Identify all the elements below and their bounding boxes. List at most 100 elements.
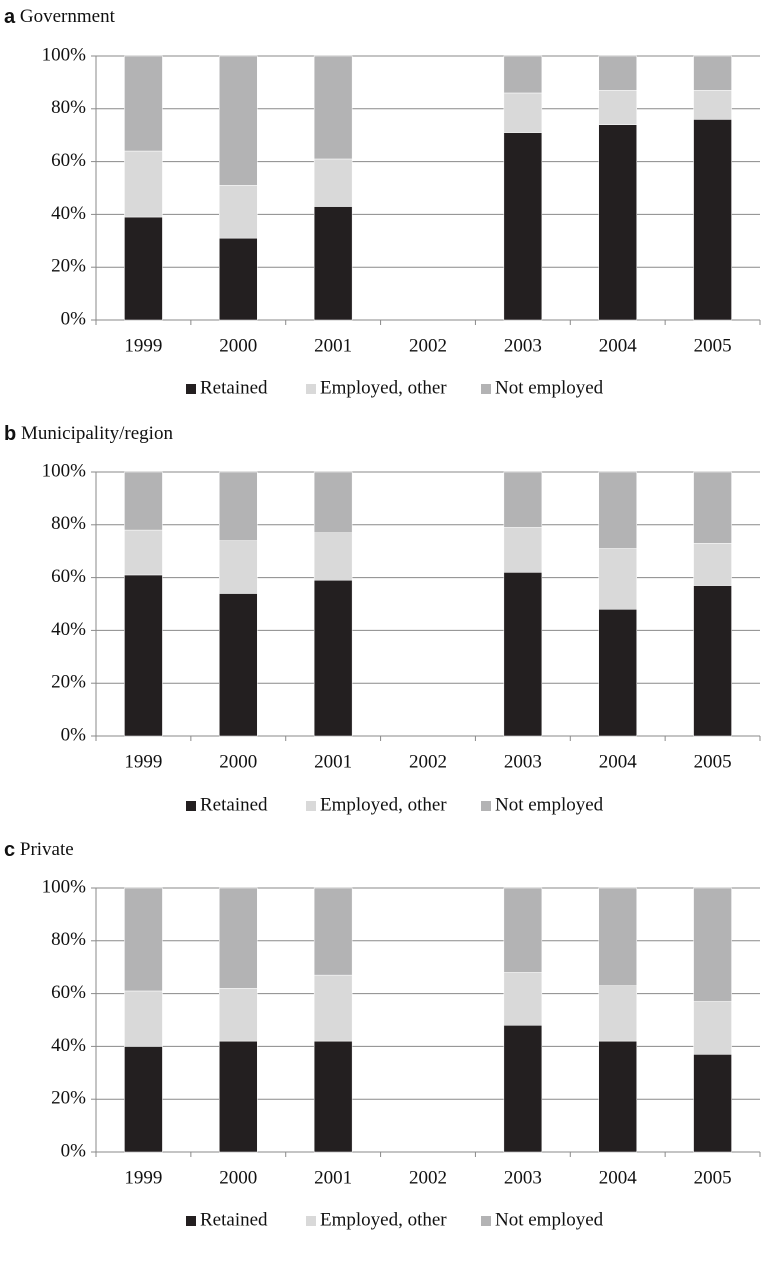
y-tick-label: 20% — [51, 256, 86, 277]
x-tick-label: 2005 — [694, 1167, 732, 1188]
legend-swatch — [186, 801, 196, 811]
x-tick-label: 2001 — [314, 751, 352, 772]
bar-segment — [693, 1001, 732, 1055]
y-tick-label: 100% — [42, 44, 87, 65]
y-tick-label: 20% — [51, 1088, 86, 1109]
legend-swatch — [306, 801, 316, 811]
bar-segment — [503, 972, 543, 1026]
bar-segment — [313, 1040, 353, 1153]
bar-segment — [124, 887, 163, 992]
bar-segment — [124, 990, 163, 1047]
bar-segment — [503, 1025, 543, 1153]
x-tick-label: 2003 — [504, 751, 542, 772]
bar-segment — [503, 572, 543, 737]
bar-segment — [219, 185, 258, 239]
bar-segment — [598, 985, 637, 1042]
bar-segment — [219, 1040, 258, 1153]
bar-segment — [313, 55, 353, 160]
legend-swatch — [186, 384, 196, 394]
y-tick-label: 40% — [51, 203, 86, 224]
x-tick-label: 2004 — [599, 1167, 638, 1188]
y-tick-label: 60% — [51, 150, 86, 171]
bar-segment — [598, 124, 637, 321]
y-tick-label: 40% — [51, 619, 86, 640]
y-tick-label: 60% — [51, 566, 86, 587]
chart-title: a Government — [4, 6, 116, 28]
bar-segment — [124, 574, 163, 737]
legend-swatch — [186, 1216, 196, 1226]
bar-segment — [693, 1054, 732, 1153]
legend-label: Not employed — [495, 794, 604, 815]
legend-label: Not employed — [495, 1209, 604, 1230]
bar-segment — [693, 90, 732, 120]
y-tick-label: 0% — [61, 308, 87, 329]
bar-segment — [313, 887, 353, 976]
bar-segment — [124, 1046, 163, 1153]
bar-segment — [219, 593, 258, 737]
legend-swatch — [481, 801, 491, 811]
y-tick-label: 80% — [51, 513, 86, 534]
bar-segment — [503, 887, 543, 973]
x-tick-label: 1999 — [124, 1167, 162, 1188]
bar-segment — [598, 90, 637, 125]
legend-label: Not employed — [495, 377, 604, 398]
x-tick-label: 2004 — [599, 335, 638, 356]
bar-segment — [598, 471, 637, 549]
x-tick-label: 2005 — [694, 751, 732, 772]
bar-segment — [219, 988, 258, 1042]
bar-segment — [693, 55, 732, 91]
y-tick-label: 20% — [51, 672, 86, 693]
legend-swatch — [481, 384, 491, 394]
legend-label: Retained — [200, 377, 268, 398]
y-tick-label: 0% — [61, 1140, 87, 1161]
bar-segment — [219, 237, 258, 321]
x-tick-label: 2000 — [219, 751, 257, 772]
y-tick-label: 100% — [42, 460, 87, 481]
bar-segment — [503, 132, 543, 321]
bar-segment — [313, 974, 353, 1042]
bar-segment — [503, 471, 543, 528]
bar-segment — [313, 471, 353, 533]
bar-segment — [124, 55, 163, 152]
x-tick-label: 1999 — [124, 751, 162, 772]
legend-swatch — [306, 1216, 316, 1226]
legend-label: Retained — [200, 1209, 268, 1230]
y-tick-label: 100% — [42, 876, 87, 897]
x-tick-label: 2002 — [409, 335, 447, 356]
bar-segment — [219, 887, 258, 989]
bar-segment — [313, 579, 353, 737]
title-text: Government — [20, 6, 116, 27]
bar-segment — [598, 887, 637, 986]
y-tick-label: 80% — [51, 929, 86, 950]
chart-panel: c Private 0% 20% 40% 60% 80% 100% 1999 2000 2001 2… — [4, 839, 761, 1230]
bar-segment — [124, 150, 163, 218]
y-tick-label: 40% — [51, 1035, 86, 1056]
chart-title: b Municipality/region — [4, 423, 173, 445]
bar-segment — [219, 540, 258, 594]
bar-segment — [313, 206, 353, 321]
bar-segment — [219, 55, 258, 186]
bar-segment — [503, 55, 543, 94]
y-tick-label: 60% — [51, 982, 86, 1003]
x-tick-label: 2003 — [504, 1167, 542, 1188]
x-tick-label: 1999 — [124, 335, 162, 356]
legend-label: Employed, other — [320, 377, 447, 398]
chart-title: c Private — [4, 839, 74, 861]
chart-panel: a Government 0% 20% 40% 60% 80% 100% 1999 2000 20… — [4, 6, 761, 398]
x-tick-label: 2001 — [314, 1167, 352, 1188]
bar-segment — [598, 609, 637, 737]
bar-segment — [598, 1040, 637, 1153]
x-tick-label: 2000 — [219, 1167, 257, 1188]
bar-segment — [598, 548, 637, 610]
bar-segment — [124, 216, 163, 321]
bar-segment — [503, 92, 543, 133]
x-tick-label: 2003 — [504, 335, 542, 356]
bar-segment — [693, 585, 732, 737]
panel-letter: c — [4, 839, 15, 861]
y-tick-label: 0% — [61, 724, 87, 745]
x-tick-label: 2002 — [409, 751, 447, 772]
bar-segment — [598, 55, 637, 91]
legend-label: Employed, other — [320, 1209, 447, 1230]
x-tick-label: 2005 — [694, 335, 732, 356]
